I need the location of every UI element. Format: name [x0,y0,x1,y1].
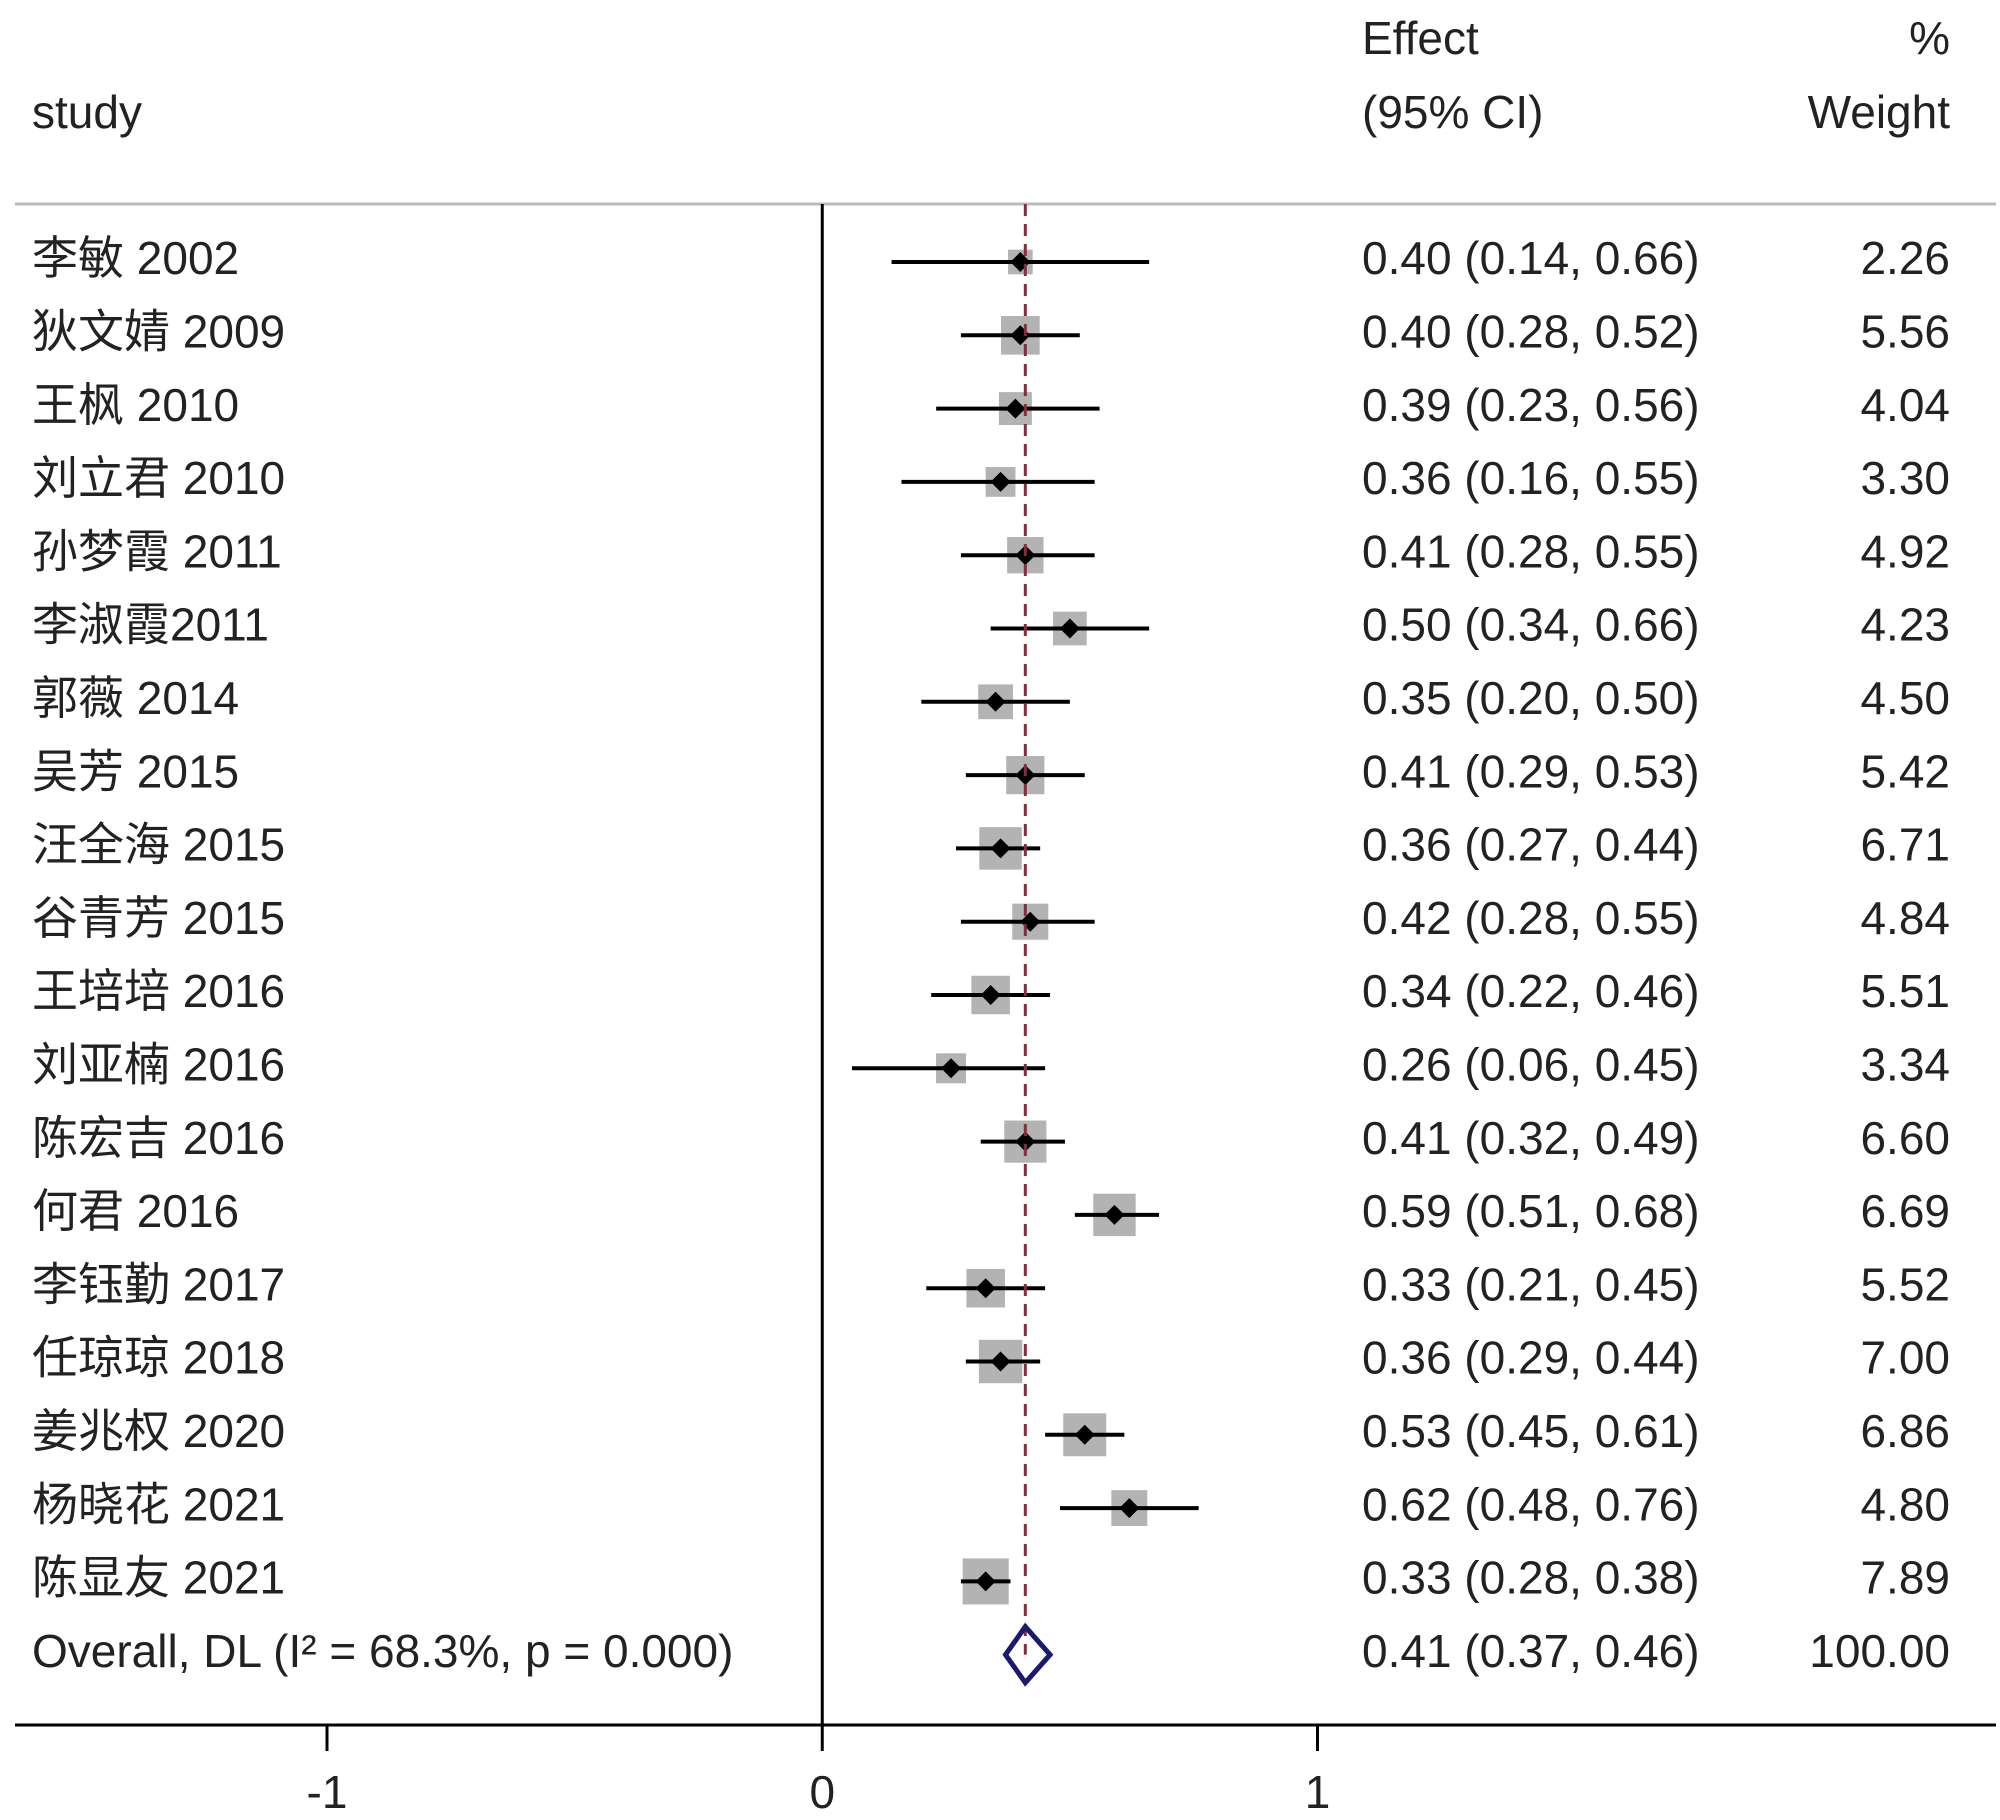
study-label: 李钰勤 2017 [32,1258,285,1310]
point-estimate [941,1058,962,1079]
weight-header: % [1909,12,1950,64]
weight-label: 6.86 [1860,1405,1950,1457]
weight-label: 5.56 [1860,305,1950,357]
weight-label: 5.51 [1860,965,1950,1017]
effect-label: 0.33 (0.21, 0.45) [1362,1258,1700,1310]
study-label: 何君 2016 [32,1185,239,1237]
effect-label: 0.59 (0.51, 0.68) [1362,1185,1700,1237]
point-estimate [1119,1498,1140,1519]
study-label: 汪全海 2015 [32,819,285,871]
study-label: 陈显友 2021 [32,1552,285,1604]
point-estimate [1059,618,1080,639]
point-estimate [1104,1204,1125,1225]
effect-label: 0.50 (0.34, 0.66) [1362,599,1700,651]
effect-label: 0.35 (0.20, 0.50) [1362,672,1700,724]
weight-header: Weight [1808,86,1951,138]
overall-diamond [1002,1622,1054,1687]
effect-label: 0.36 (0.27, 0.44) [1362,819,1700,871]
x-tick-label: 1 [1305,1766,1331,1818]
point-estimate [985,691,1006,712]
study-label: 姜兆权 2020 [32,1405,285,1457]
weight-label: 5.42 [1860,745,1950,797]
point-estimate [1010,325,1031,346]
study-label: 刘立君 2010 [32,452,285,504]
x-tick-label: -1 [307,1766,348,1818]
study-label: 陈宏吉 2016 [32,1112,285,1164]
weight-label: 7.89 [1860,1552,1950,1604]
effect-label: 0.34 (0.22, 0.46) [1362,965,1700,1017]
weight-label: 2.26 [1860,232,1950,284]
point-estimate [1005,398,1026,419]
point-estimate [990,1351,1011,1372]
point-estimate [1010,252,1031,272]
effect-label: 0.39 (0.23, 0.56) [1362,379,1700,431]
study-label: 李敏 2002 [32,232,239,284]
study-label: 郭薇 2014 [32,672,239,724]
overall-effect-label: 0.41 (0.37, 0.46) [1362,1625,1700,1677]
effect-header: Effect [1362,12,1479,64]
x-tick-label: 0 [809,1766,835,1818]
point-estimate [1020,911,1041,932]
study-label: 狄文婧 2009 [32,305,285,357]
point-estimate [980,985,1001,1005]
point-estimate [990,471,1011,492]
effect-label: 0.53 (0.45, 0.61) [1362,1405,1700,1457]
effect-label: 0.36 (0.16, 0.55) [1362,452,1700,504]
overall-label: Overall, DL (I² = 68.3%, p = 0.000) [32,1625,733,1677]
effect-label: 0.40 (0.28, 0.52) [1362,305,1700,357]
point-estimate [975,1571,996,1592]
weight-label: 6.60 [1860,1112,1950,1164]
weight-label: 3.30 [1860,452,1950,504]
effect-label: 0.42 (0.28, 0.55) [1362,892,1700,944]
effect-label: 0.33 (0.28, 0.38) [1362,1552,1700,1604]
effect-label: 0.41 (0.28, 0.55) [1362,525,1700,577]
weight-label: 4.04 [1860,379,1950,431]
study-label: 杨晓花 2021 [32,1478,285,1530]
study-label: 谷青芳 2015 [32,892,285,944]
effect-header: (95% CI) [1362,86,1543,138]
study-label: 王培培 2016 [32,965,285,1017]
effect-label: 0.41 (0.32, 0.49) [1362,1112,1700,1164]
weight-label: 4.84 [1860,892,1950,944]
weight-label: 4.50 [1860,672,1950,724]
effect-label: 0.62 (0.48, 0.76) [1362,1478,1700,1530]
point-estimate [1015,1131,1036,1152]
point-estimate [1074,1424,1095,1445]
effect-label: 0.40 (0.14, 0.66) [1362,232,1700,284]
weight-label: 5.52 [1860,1258,1950,1310]
study-label: 任琼琼 2018 [32,1332,285,1384]
study-label: 李淑霞2011 [32,599,269,651]
weight-label: 6.71 [1860,819,1950,871]
weight-label: 7.00 [1860,1332,1950,1384]
effect-label: 0.36 (0.29, 0.44) [1362,1332,1700,1384]
study-label: 刘亚楠 2016 [32,1038,285,1090]
point-estimate [990,838,1011,859]
weight-label: 4.80 [1860,1478,1950,1530]
study-header: study [32,86,142,138]
weight-label: 4.92 [1860,525,1950,577]
effect-label: 0.41 (0.29, 0.53) [1362,745,1700,797]
point-estimate [975,1278,996,1299]
effect-label: 0.26 (0.06, 0.45) [1362,1038,1700,1090]
weight-label: 4.23 [1860,599,1950,651]
study-label: 吴芳 2015 [32,745,239,797]
study-label: 王枫 2010 [32,379,239,431]
weight-label: 6.69 [1860,1185,1950,1237]
overall-weight-label: 100.00 [1809,1625,1950,1677]
study-label: 孙梦霞 2011 [32,525,282,577]
weight-label: 3.34 [1860,1038,1950,1090]
